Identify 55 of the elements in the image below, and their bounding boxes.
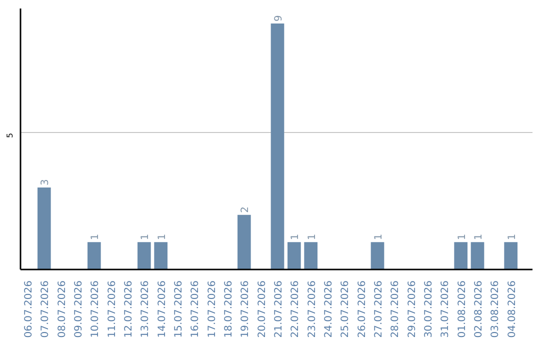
x-tick-label: 06.07.2026 xyxy=(24,280,34,338)
x-tick-label: 21.07.2026 xyxy=(274,280,284,338)
bar xyxy=(370,242,384,270)
x-tick-label: 01.08.2026 xyxy=(456,280,468,338)
x-tick-label: 26.07.2026 xyxy=(356,280,368,338)
x-tick-label: 29.07.2026 xyxy=(406,280,418,338)
x-tick-label: 02.08.2026 xyxy=(474,280,484,338)
x-tick-label: 27.07.2026 xyxy=(374,280,384,338)
x-tick-label: 23.07.2026 xyxy=(306,280,318,338)
x-tick-label: 28.07.2026 xyxy=(390,280,402,338)
x-tick-label: 04.08.2026 xyxy=(506,280,518,338)
bar xyxy=(88,242,101,270)
bar xyxy=(138,242,151,270)
data-label: 1 xyxy=(474,234,484,240)
x-tick-label: 30.07.2026 xyxy=(424,280,434,338)
x-tick-label: 15.07.2026 xyxy=(174,280,184,338)
x-tick-label: 12.07.2026 xyxy=(124,280,134,338)
x-tick-label: 13.07.2026 xyxy=(140,280,152,338)
x-tick-label: 14.07.2026 xyxy=(156,280,168,338)
y-tick-label: 5 xyxy=(6,132,14,138)
data-label: 2 xyxy=(240,206,252,213)
data-label: 1 xyxy=(156,234,168,240)
bar xyxy=(270,24,284,270)
bar xyxy=(470,242,484,270)
x-tick-label: 07.07.2026 xyxy=(40,280,52,338)
bar xyxy=(304,242,318,270)
x-tick-label: 03.08.2026 xyxy=(490,280,502,338)
x-tick-label: 11.07.2026 xyxy=(106,280,118,338)
x-tick-label: 25.07.2026 xyxy=(340,280,352,338)
x-tick-label: 24.07.2026 xyxy=(324,280,334,338)
x-tick-label: 16.07.2026 xyxy=(190,280,202,338)
data-label: 1 xyxy=(306,234,318,240)
x-tick-label: 17.07.2026 xyxy=(206,280,218,338)
x-tick-label: 22.07.2026 xyxy=(290,280,302,338)
data-label: 3 xyxy=(40,179,52,186)
x-tick-label: 18.07.2026 xyxy=(224,280,234,338)
bar xyxy=(154,242,168,270)
x-tick-label: 09.07.2026 xyxy=(74,280,84,338)
x-tick-label: 08.07.2026 xyxy=(56,280,68,338)
data-label: 1 xyxy=(456,234,468,240)
bar xyxy=(238,214,251,270)
bar xyxy=(504,242,518,270)
data-label: 1 xyxy=(140,234,152,240)
data-label: 9 xyxy=(274,15,284,22)
x-tick-label: 31.07.2026 xyxy=(440,280,452,338)
data-label: 1 xyxy=(506,234,518,240)
bar xyxy=(454,242,468,270)
x-tick-label: 19.07.2026 xyxy=(240,280,252,338)
x-tick-label: 10.07.2026 xyxy=(90,280,102,338)
data-label: 1 xyxy=(90,234,102,240)
data-label: 1 xyxy=(374,234,384,240)
x-tick-label: 20.07.2026 xyxy=(256,280,268,338)
bar xyxy=(288,242,301,270)
data-label: 1 xyxy=(290,234,302,240)
bar xyxy=(38,188,51,270)
